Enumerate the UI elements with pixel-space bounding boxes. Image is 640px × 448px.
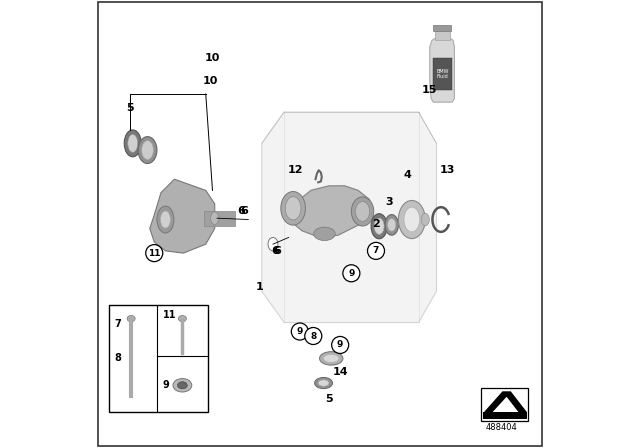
Text: 9: 9 xyxy=(163,380,170,390)
Ellipse shape xyxy=(385,215,398,235)
Text: 6: 6 xyxy=(240,206,248,215)
Ellipse shape xyxy=(421,213,429,226)
Ellipse shape xyxy=(128,134,138,152)
Text: 10: 10 xyxy=(202,76,218,86)
Text: 15: 15 xyxy=(422,85,438,95)
Ellipse shape xyxy=(314,227,335,241)
Polygon shape xyxy=(430,38,454,102)
Text: 9: 9 xyxy=(297,327,303,336)
Polygon shape xyxy=(485,392,526,412)
Text: 4: 4 xyxy=(403,170,412,180)
Text: 8: 8 xyxy=(114,353,121,363)
Bar xyxy=(109,305,208,412)
Bar xyxy=(435,30,450,40)
Text: 9: 9 xyxy=(348,269,355,278)
Polygon shape xyxy=(287,186,371,237)
Ellipse shape xyxy=(319,352,343,365)
Text: 488404: 488404 xyxy=(486,423,517,432)
Ellipse shape xyxy=(318,380,329,386)
Ellipse shape xyxy=(173,379,192,392)
Ellipse shape xyxy=(211,212,219,224)
Circle shape xyxy=(343,265,360,282)
Text: 11: 11 xyxy=(148,249,161,258)
Text: BMW
Fluid: BMW Fluid xyxy=(436,69,449,79)
Ellipse shape xyxy=(323,354,339,362)
Ellipse shape xyxy=(398,201,425,238)
Ellipse shape xyxy=(177,382,188,389)
Text: 5: 5 xyxy=(325,394,333,404)
Ellipse shape xyxy=(268,237,278,251)
Text: 6: 6 xyxy=(237,206,246,215)
Ellipse shape xyxy=(179,315,186,322)
Circle shape xyxy=(367,242,385,259)
Text: 7: 7 xyxy=(114,319,121,329)
Ellipse shape xyxy=(161,211,170,228)
Ellipse shape xyxy=(404,207,420,232)
Circle shape xyxy=(146,245,163,262)
Text: 11: 11 xyxy=(163,310,177,320)
Text: 7: 7 xyxy=(373,246,379,255)
Ellipse shape xyxy=(124,130,141,157)
Text: 1: 1 xyxy=(255,282,264,292)
Text: 2: 2 xyxy=(372,219,380,229)
Text: 9: 9 xyxy=(337,340,343,349)
Bar xyxy=(481,388,528,421)
Ellipse shape xyxy=(371,214,387,239)
Polygon shape xyxy=(262,112,436,323)
Text: 6: 6 xyxy=(273,246,282,256)
Text: 3: 3 xyxy=(386,197,393,207)
Text: 14: 14 xyxy=(332,367,348,377)
Ellipse shape xyxy=(374,218,384,234)
Text: 12: 12 xyxy=(287,165,303,175)
Circle shape xyxy=(305,327,322,345)
Ellipse shape xyxy=(157,206,174,233)
Circle shape xyxy=(291,323,308,340)
Ellipse shape xyxy=(127,315,135,322)
Bar xyxy=(483,412,527,419)
Text: 6: 6 xyxy=(271,246,279,256)
Ellipse shape xyxy=(388,219,396,231)
Ellipse shape xyxy=(315,377,333,389)
Ellipse shape xyxy=(285,197,301,220)
Text: 10: 10 xyxy=(205,53,220,63)
Ellipse shape xyxy=(141,141,154,159)
Ellipse shape xyxy=(281,192,305,225)
Bar xyxy=(433,58,452,90)
Ellipse shape xyxy=(138,137,157,164)
Ellipse shape xyxy=(355,202,370,221)
Ellipse shape xyxy=(351,197,374,226)
Text: 8: 8 xyxy=(310,332,316,340)
Circle shape xyxy=(332,336,349,353)
Polygon shape xyxy=(150,179,215,253)
Text: 5: 5 xyxy=(126,103,133,112)
Text: 13: 13 xyxy=(440,165,456,175)
Bar xyxy=(433,25,451,31)
Bar xyxy=(204,211,235,226)
